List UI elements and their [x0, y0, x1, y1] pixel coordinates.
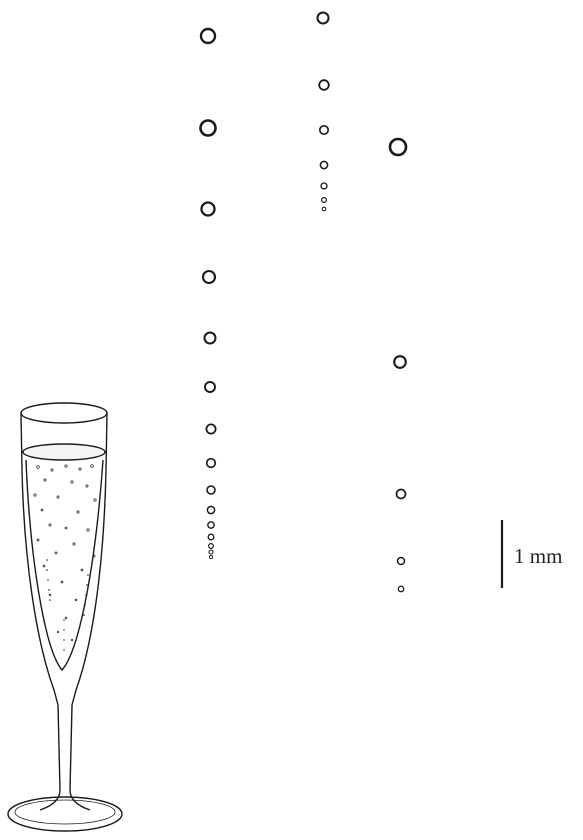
flute-bubble-trains [46, 559, 89, 651]
flute-stem [39, 704, 91, 811]
bubble-column-left [199, 27, 217, 560]
liquid-bottom [25, 459, 104, 672]
flute-rim [20, 402, 108, 424]
scale-bar-label: 1 mm [514, 544, 563, 568]
liquid-surface [22, 443, 106, 461]
bubble-column-middle [316, 11, 330, 212]
flute-foot-inner [14, 799, 116, 825]
champagne-flute [7, 402, 123, 832]
bubble-column-right [388, 137, 408, 593]
flute-bubbles [33, 464, 97, 642]
flute-bowl-outline [20, 412, 108, 706]
flute-foot [7, 796, 123, 832]
